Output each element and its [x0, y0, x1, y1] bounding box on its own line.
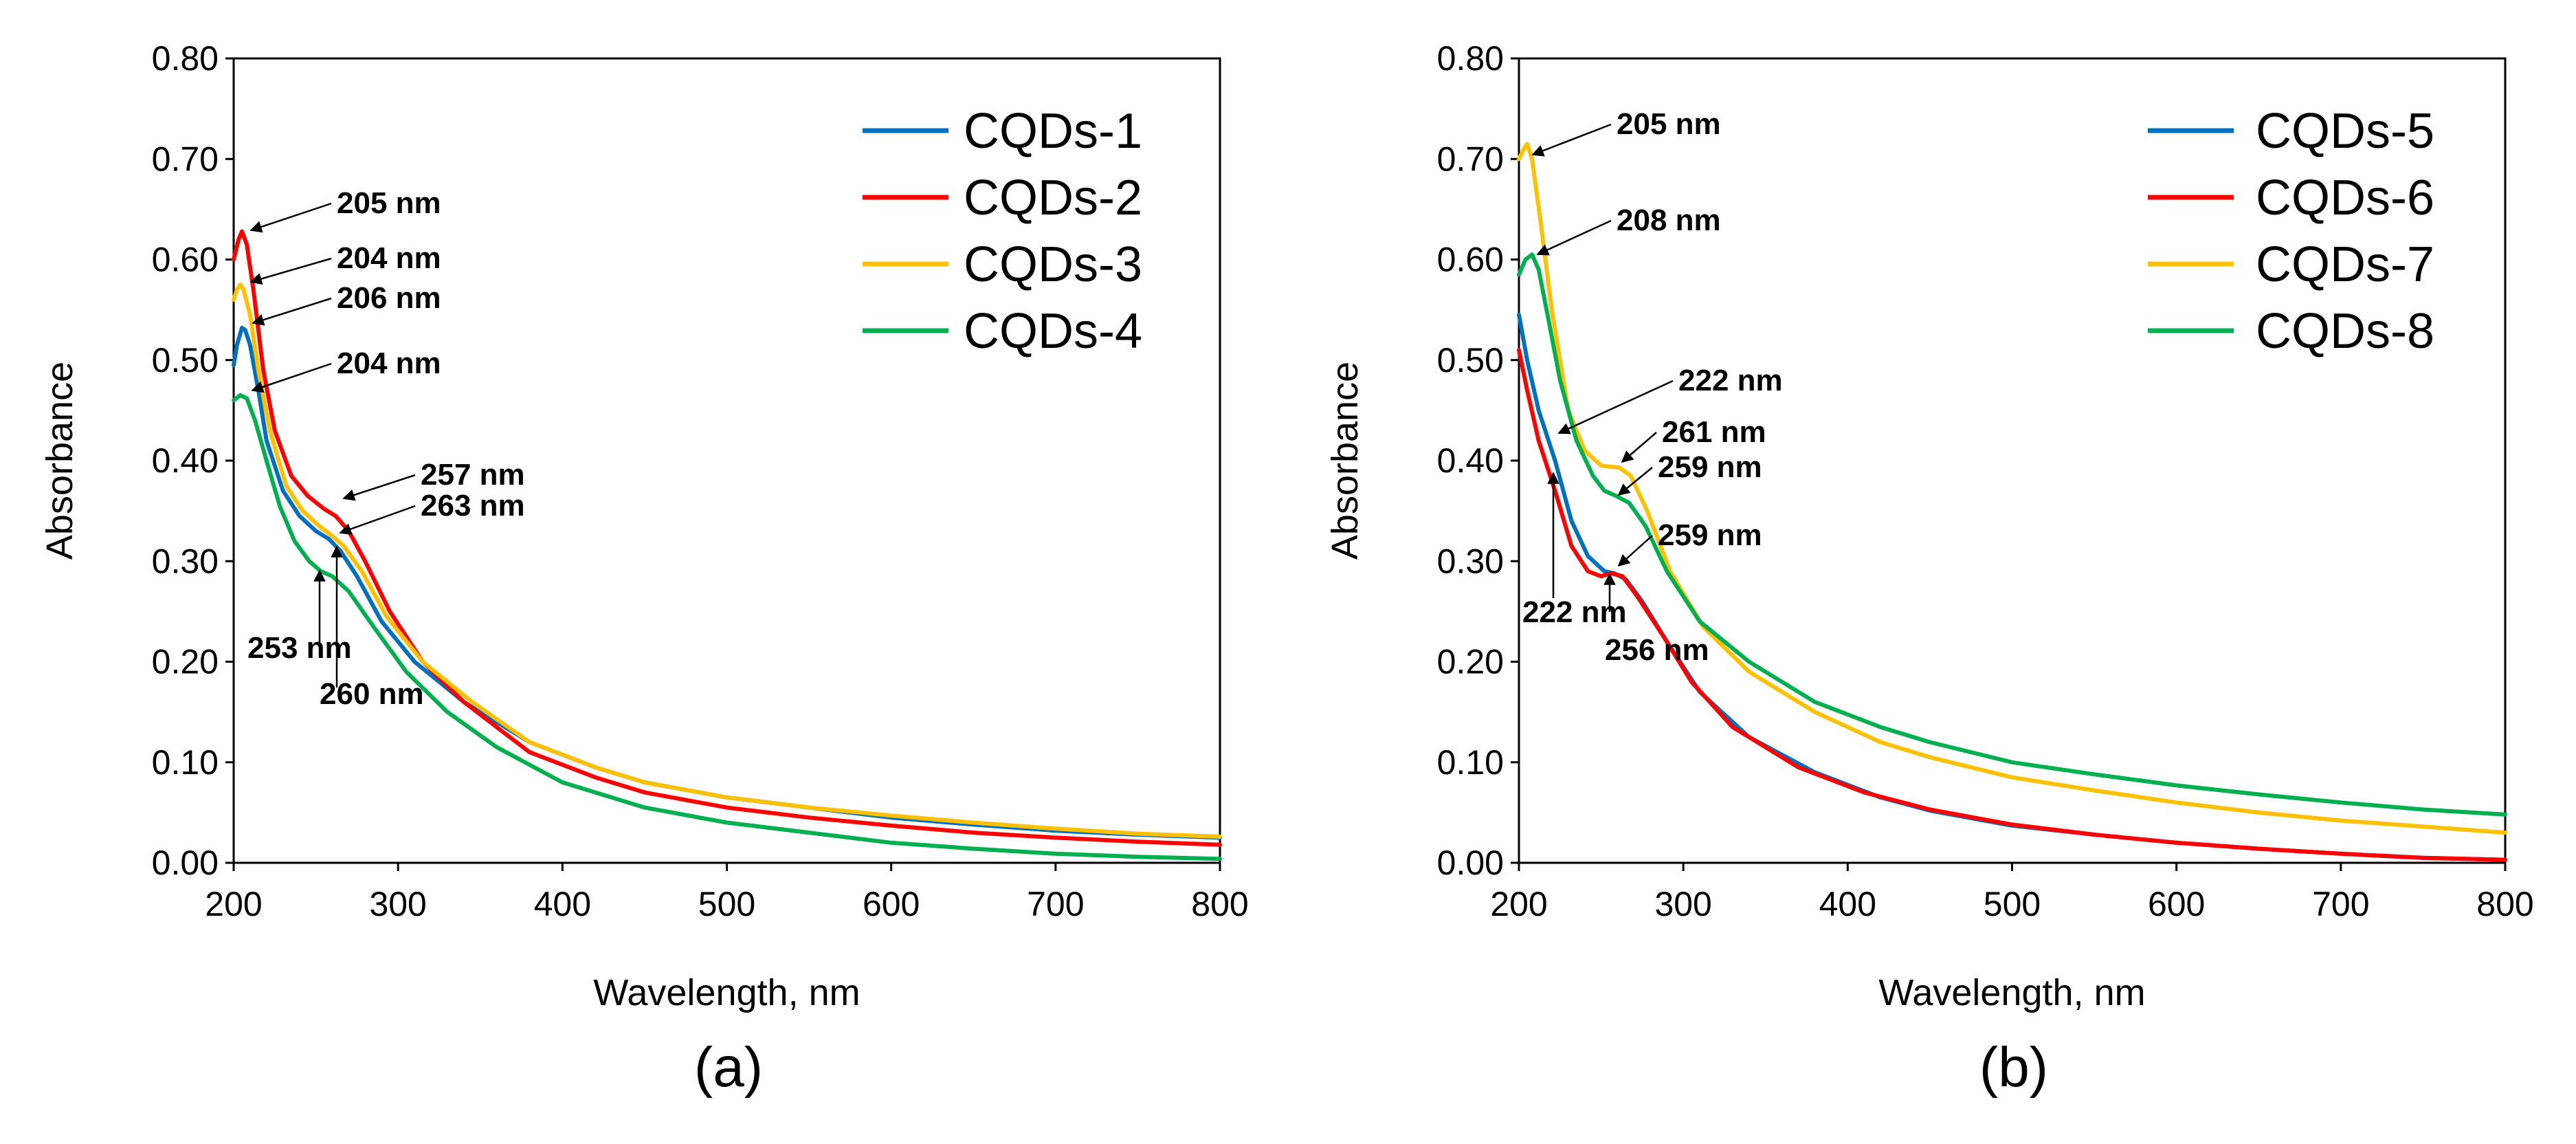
x-tick-label: 400	[534, 885, 591, 923]
annotation-label: 256 nm	[1605, 633, 1709, 667]
y-tick-label: 0.50	[152, 341, 219, 380]
annotation-label: 205 nm	[337, 186, 441, 220]
y-tick-label: 0.00	[152, 844, 219, 882]
y-tick-label: 0.60	[1437, 241, 1504, 279]
legend-label: CQDs-3	[964, 237, 1142, 292]
annotation-arrow	[249, 257, 332, 285]
legend-label: CQDs-1	[964, 104, 1142, 159]
annotation-arrow	[1557, 380, 1674, 434]
annotation-label: 222 nm	[1678, 364, 1783, 397]
y-tick-label: 0.60	[152, 241, 219, 279]
y-tick-label: 0.00	[1437, 844, 1504, 882]
y-axis-title: Absorbance	[1324, 362, 1366, 560]
x-tick-label: 400	[1819, 885, 1876, 923]
annotation-label: 204 nm	[337, 241, 441, 275]
y-tick-label: 0.80	[1437, 39, 1504, 78]
x-axis-title: Wavelength, nm	[593, 972, 860, 1013]
panel-caption: (a)	[694, 1036, 763, 1099]
panel-caption: (b)	[1979, 1036, 2048, 1099]
annotation-arrow	[1617, 535, 1653, 567]
y-tick-label: 0.80	[152, 39, 219, 78]
y-tick-label: 0.70	[1437, 140, 1504, 178]
legend-label: CQDs-2	[964, 170, 1142, 226]
x-tick-label: 800	[1191, 885, 1248, 923]
annotation-label: 259 nm	[1658, 518, 1762, 552]
annotation-arrow	[251, 362, 332, 393]
legend-label: CQDs-4	[964, 304, 1142, 359]
annotation-label: 222 nm	[1522, 595, 1627, 629]
x-tick-label: 500	[1984, 885, 2041, 923]
y-tick-label: 0.20	[1437, 643, 1504, 681]
series-line-cqds-1	[232, 325, 1222, 840]
legend-label: CQDs-5	[2256, 104, 2434, 159]
legend-label: CQDs-6	[2256, 170, 2434, 226]
x-tick-label: 500	[698, 885, 755, 923]
annotation-label: 208 nm	[1617, 204, 1721, 237]
legend-label: CQDs-7	[2256, 237, 2434, 292]
x-axis-title: Wavelength, nm	[1878, 972, 2145, 1013]
annotation-label: 257 nm	[421, 458, 525, 492]
y-tick-label: 0.10	[152, 743, 219, 782]
series-line-cqds-2	[232, 229, 1222, 847]
y-tick-label: 0.10	[1437, 743, 1504, 782]
x-tick-label: 800	[2476, 885, 2533, 923]
annotation-label: 205 nm	[1617, 107, 1721, 141]
x-tick-label: 300	[369, 885, 426, 923]
panel-b: 0.00 0.10 0.20 0.30 0.40 0.50 0.60 0.70 0.80 200 3…	[1324, 39, 2534, 1099]
series-line-cqds-6	[1517, 348, 2507, 862]
y-axis-title: Absorbance	[39, 362, 80, 560]
y-tick-label: 0.70	[152, 140, 219, 178]
annotation-label: 259 nm	[1658, 450, 1762, 484]
annotation-arrow	[252, 297, 332, 326]
annotation-arrow	[342, 474, 416, 501]
series-line-cqds-8	[1517, 252, 2507, 817]
y-tick-label: 0.20	[152, 643, 219, 681]
annotation-arrow	[339, 505, 416, 535]
y-tick-label: 0.40	[1437, 441, 1504, 480]
annotation-arrow	[1617, 467, 1653, 496]
annotation-label: 206 nm	[337, 281, 441, 315]
legend-label: CQDs-8	[2256, 304, 2434, 359]
annotation-arrow	[1536, 219, 1612, 256]
y-tick-label: 0.30	[1437, 542, 1504, 580]
panel-a: 0.00 0.10 0.20 0.30 0.40 0.50 0.60 0.70 0.80 200 3…	[39, 39, 1249, 1099]
x-tick-label: 700	[1027, 885, 1084, 923]
annotation-label: 253 nm	[247, 631, 352, 665]
annotation-arrow	[249, 202, 332, 233]
series-line-cqds-3	[232, 283, 1222, 839]
y-tick-label: 0.40	[152, 441, 219, 480]
x-tick-label: 600	[2148, 885, 2205, 923]
annotation-label: 261 nm	[1662, 415, 1766, 449]
series-line-cqds-7	[1517, 142, 2507, 835]
x-tick-label: 200	[1490, 885, 1547, 923]
annotation-label: 204 nm	[337, 346, 441, 380]
y-tick-label: 0.30	[152, 542, 219, 580]
x-tick-label: 300	[1654, 885, 1711, 923]
x-tick-label: 600	[863, 885, 920, 923]
y-tick-label: 0.50	[1437, 341, 1504, 380]
annotation-arrow	[1621, 432, 1657, 463]
series-line-cqds-4	[232, 393, 1222, 861]
annotation-arrow	[1531, 123, 1612, 157]
x-tick-label: 200	[205, 885, 262, 923]
annotation-label: 263 nm	[421, 489, 525, 522]
annotation-label: 260 nm	[320, 677, 424, 711]
x-tick-label: 700	[2312, 885, 2369, 923]
